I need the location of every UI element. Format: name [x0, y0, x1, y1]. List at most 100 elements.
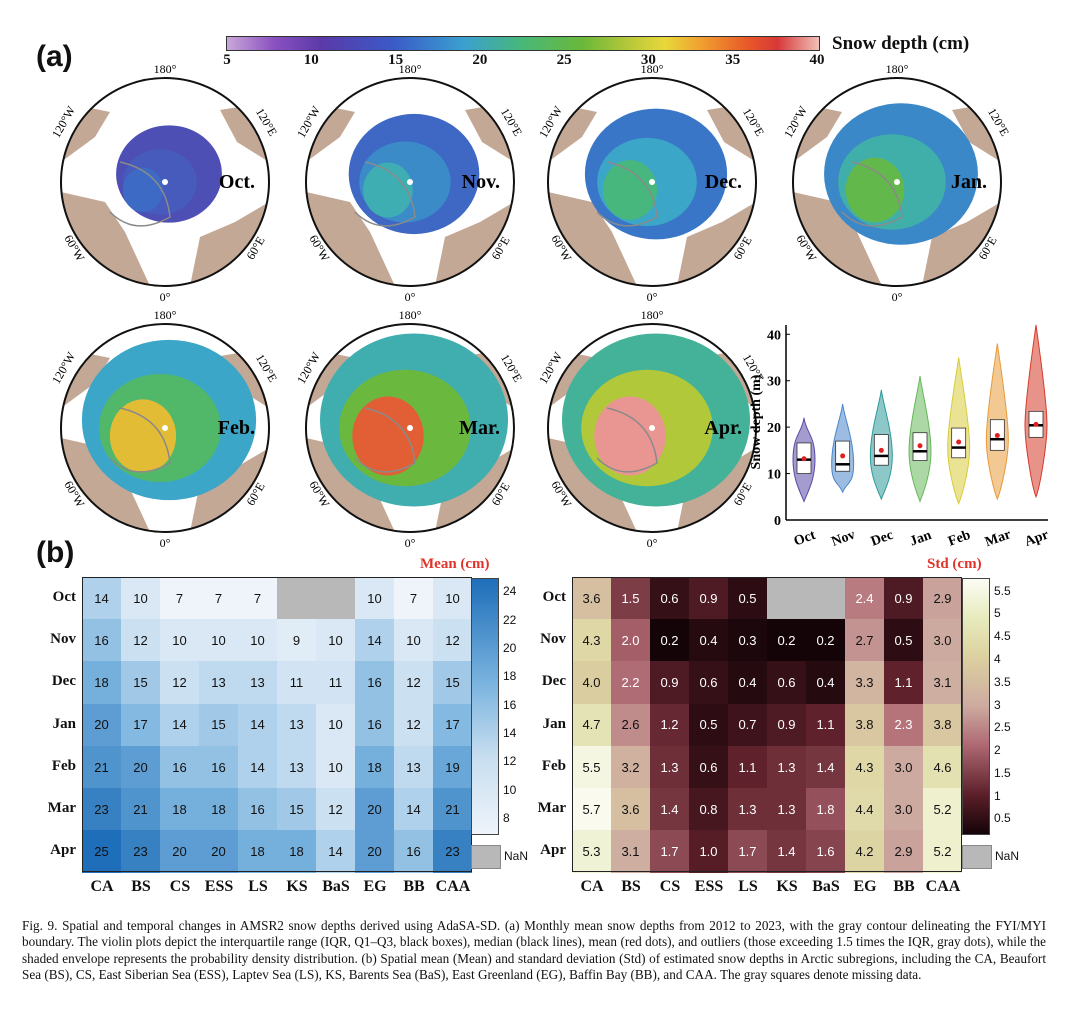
north-pole-marker	[894, 179, 900, 185]
heatmap-cell: 14	[238, 745, 277, 789]
map-boundary	[305, 77, 515, 287]
heatmap-cell: 13	[277, 703, 316, 747]
heatmap-cell: 0.6	[689, 745, 728, 789]
colorbar-tick-label: 24	[503, 584, 517, 599]
heatmap-row-label: Dec	[541, 673, 566, 690]
violin-x-tick-label: Oct	[792, 528, 818, 550]
heatmap-cell: 0.5	[728, 577, 767, 620]
heatmap-cell: 5.3	[572, 830, 611, 873]
heatmap-col-label: CAA	[925, 878, 961, 896]
heatmap-cell: 10	[238, 619, 277, 662]
heatmap-cell: 3.8	[845, 703, 884, 747]
lon-label-0: 0°	[647, 536, 658, 550]
colorbar-tick-label: 10	[503, 782, 517, 797]
heatmap-cell: 0.9	[689, 577, 728, 620]
panel-b-label: (b)	[36, 536, 75, 569]
heatmap-cell: 0.7	[728, 703, 767, 747]
heatmap-cell: 1.4	[767, 830, 806, 873]
heatmap-cell: 3.0	[884, 788, 923, 831]
heatmap-cell: 13	[199, 661, 238, 705]
heatmap-cell: 10	[394, 619, 433, 662]
heatmap-cell: 1.3	[650, 745, 689, 789]
violin-x-tick-label: Jan	[908, 528, 934, 550]
heatmap-cell: 1.1	[884, 661, 923, 705]
heatmap-cell: 20	[82, 703, 121, 747]
heatmap-cell: 10	[316, 745, 355, 789]
sea-ice-thick	[122, 167, 164, 213]
heatmap-row-label: Dec	[51, 673, 76, 690]
heatmap-col-label: CAA	[435, 878, 471, 896]
heatmap-cell: 1.7	[650, 830, 689, 873]
heatmap-cell: 1.4	[806, 745, 845, 789]
heatmap-cell: 25	[82, 830, 121, 873]
colorbar-tick-label: 4	[994, 651, 1001, 666]
heatmap-cell: 0.6	[650, 577, 689, 620]
lon-label-0: 0°	[160, 290, 171, 304]
heatmap-cell: 17	[433, 703, 472, 747]
heatmap-cell: 14	[160, 703, 199, 747]
nan-legend-label: NaN	[504, 849, 529, 863]
snow-depth-colorbar	[226, 36, 820, 51]
heatmap-cell: 1.3	[767, 745, 806, 789]
colorbar-title: Snow depth (cm)	[832, 33, 970, 54]
heatmap-cell: 4.0	[572, 661, 611, 705]
colorbar-tick-label: 5.5	[994, 583, 1011, 598]
heatmap-row-label: Apr	[50, 842, 76, 859]
heatmap-cell	[277, 577, 316, 620]
map-boundary	[60, 77, 270, 287]
colorbar-tick-label: 16	[503, 697, 517, 712]
heatmap-cell: 13	[277, 745, 316, 789]
heatmap-cell: 9	[277, 619, 316, 662]
heatmap-cell: 12	[316, 788, 355, 831]
colorbar-tick-label: 22	[503, 612, 517, 627]
heatmap-cell: 3.0	[884, 745, 923, 789]
heatmap-cell: 2.0	[611, 619, 650, 662]
heatmap-cell: 4.7	[572, 703, 611, 747]
colorbar-tick-label: 1	[994, 788, 1001, 803]
heatmap-col-label: KS	[776, 878, 798, 896]
heatmap-cell: 12	[433, 619, 472, 662]
heatmap-cell: 19	[433, 745, 472, 789]
heatmap-cell: 1.7	[728, 830, 767, 873]
heatmap-cell: 0.6	[767, 661, 806, 705]
colorbar-tick-label: 35	[725, 52, 741, 68]
heatmap-cell: 20	[355, 830, 394, 873]
heatmap-cell: 15	[199, 703, 238, 747]
heatmap-cell: 7	[160, 577, 199, 620]
heatmap-row-label: Oct	[542, 589, 566, 605]
heatmap-cell: 1.4	[650, 788, 689, 831]
heatmap-cell: 14	[394, 788, 433, 831]
sea-ice-thick	[352, 396, 424, 476]
nan-legend-label: NaN	[995, 849, 1020, 863]
heatmap-col-label: BaS	[322, 878, 350, 896]
heatmap-cell: 0.2	[767, 619, 806, 662]
heatmap-cell	[767, 577, 806, 620]
heatmap-cell: 0.4	[806, 661, 845, 705]
mean-heatmap-title: Mean (cm)	[420, 556, 490, 572]
heatmap-frame	[572, 577, 962, 873]
heatmap-cell: 14	[316, 830, 355, 873]
heatmap-cell: 18	[238, 830, 277, 873]
violin-x-tick-label: Dec	[869, 528, 895, 550]
nan-legend-swatch	[471, 845, 501, 869]
heatmap-cell: 2.4	[845, 577, 884, 620]
heatmap-cell: 0.9	[767, 703, 806, 747]
heatmap-col-label: BS	[131, 878, 151, 896]
colorbar-tick-label: 30	[640, 52, 656, 68]
heatmap-cell: 4.3	[845, 745, 884, 789]
lon-label-180: 180°	[641, 308, 664, 322]
violin-y-label: Snow depth (m)	[749, 374, 764, 469]
heatmap-cell: 7	[394, 577, 433, 620]
heatmap-cell: 1.1	[728, 745, 767, 789]
violin-y-tick-label: 40	[767, 328, 781, 343]
heatmap-cell: 0.3	[728, 619, 767, 662]
colorbar-tick-label: 1.5	[994, 765, 1011, 780]
heatmap-cell: 20	[355, 788, 394, 831]
heatmap-cell: 12	[160, 661, 199, 705]
colorbar-tick-label: 12	[503, 754, 517, 769]
colorbar-tick-label: 8	[503, 810, 510, 825]
heatmap-row-label: Oct	[52, 589, 76, 605]
heatmap-row-label: Jan	[542, 715, 566, 732]
